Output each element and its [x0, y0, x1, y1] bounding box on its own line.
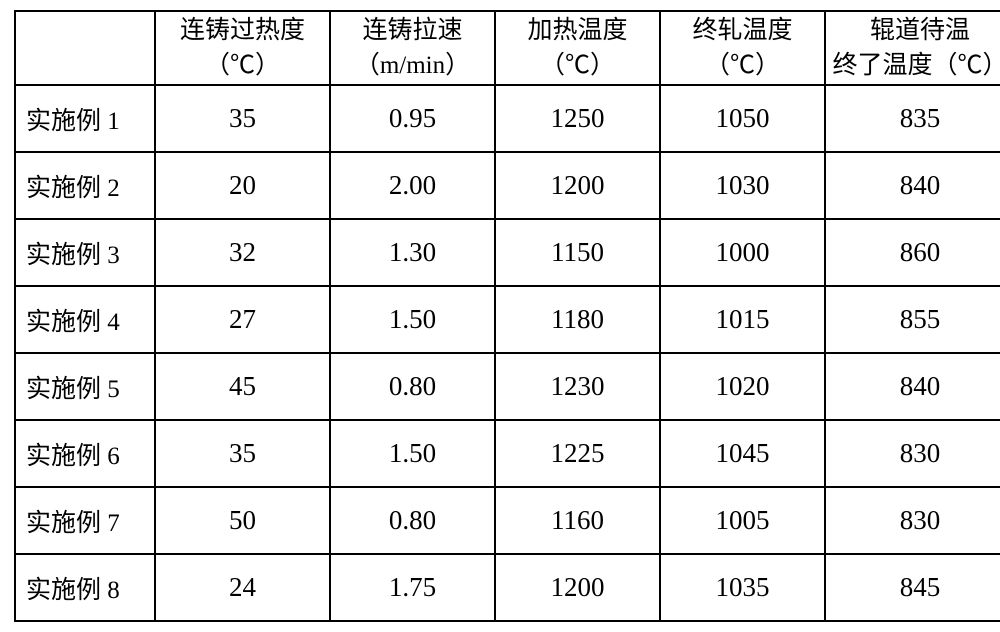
col-header-text: 终轧温度 — [662, 13, 823, 48]
table-row: 实施例 1 35 0.95 1250 1050 835 — [15, 85, 1000, 152]
cell-value: 32 — [155, 219, 330, 286]
cell-value: 1.75 — [330, 554, 495, 621]
cell-value: 1230 — [495, 353, 660, 420]
col-header-text: 辊道待温 — [827, 13, 1000, 48]
cell-value: 1180 — [495, 286, 660, 353]
cell-value: 24 — [155, 554, 330, 621]
cell-value: 1.50 — [330, 286, 495, 353]
table-row: 实施例 5 45 0.80 1230 1020 840 — [15, 353, 1000, 420]
cell-value: 27 — [155, 286, 330, 353]
table-container: 连铸过热度 （℃） 连铸拉速 （m/min） 加热温度 （℃） 终轧温度 （℃）… — [0, 0, 1000, 632]
cell-value: 20 — [155, 152, 330, 219]
cell-value: 1000 — [660, 219, 825, 286]
cell-value: 835 — [825, 85, 1000, 152]
col-header-finish-rolling-temp: 终轧温度 （℃） — [660, 11, 825, 85]
table-row: 实施例 8 24 1.75 1200 1035 845 — [15, 554, 1000, 621]
col-header-roller-end-temp: 辊道待温 终了温度（℃） — [825, 11, 1000, 85]
table-row: 实施例 6 35 1.50 1225 1045 830 — [15, 420, 1000, 487]
cell-value: 1200 — [495, 152, 660, 219]
cell-value: 1035 — [660, 554, 825, 621]
cell-value: 1050 — [660, 85, 825, 152]
col-header-heating-temp: 加热温度 （℃） — [495, 11, 660, 85]
table-row: 实施例 3 32 1.30 1150 1000 860 — [15, 219, 1000, 286]
table-row: 实施例 4 27 1.50 1180 1015 855 — [15, 286, 1000, 353]
cell-value: 1.50 — [330, 420, 495, 487]
col-header-text: （m/min） — [332, 48, 493, 83]
row-label: 实施例 4 — [15, 286, 155, 353]
cell-value: 35 — [155, 85, 330, 152]
table-row: 实施例 7 50 0.80 1160 1005 830 — [15, 487, 1000, 554]
table-row: 实施例 2 20 2.00 1200 1030 840 — [15, 152, 1000, 219]
row-label: 实施例 6 — [15, 420, 155, 487]
cell-value: 830 — [825, 487, 1000, 554]
row-label: 实施例 7 — [15, 487, 155, 554]
cell-value: 50 — [155, 487, 330, 554]
cell-value: 1160 — [495, 487, 660, 554]
cell-value: 0.80 — [330, 353, 495, 420]
col-header-text: 连铸过热度 — [157, 13, 328, 48]
cell-value: 1225 — [495, 420, 660, 487]
cell-value: 860 — [825, 219, 1000, 286]
row-label: 实施例 3 — [15, 219, 155, 286]
cell-value: 0.80 — [330, 487, 495, 554]
col-header-blank — [15, 11, 155, 85]
cell-value: 1.30 — [330, 219, 495, 286]
col-header-text: 连铸拉速 — [332, 13, 493, 48]
cell-value: 840 — [825, 353, 1000, 420]
col-header-text: （℃） — [497, 48, 658, 83]
col-header-superheat: 连铸过热度 （℃） — [155, 11, 330, 85]
cell-value: 840 — [825, 152, 1000, 219]
col-header-text: （℃） — [157, 48, 328, 83]
table-header-row: 连铸过热度 （℃） 连铸拉速 （m/min） 加热温度 （℃） 终轧温度 （℃）… — [15, 11, 1000, 85]
cell-value: 35 — [155, 420, 330, 487]
cell-value: 1030 — [660, 152, 825, 219]
cell-value: 830 — [825, 420, 1000, 487]
cell-value: 1200 — [495, 554, 660, 621]
row-label: 实施例 5 — [15, 353, 155, 420]
cell-value: 845 — [825, 554, 1000, 621]
row-label: 实施例 2 — [15, 152, 155, 219]
cell-value: 1020 — [660, 353, 825, 420]
cell-value: 855 — [825, 286, 1000, 353]
process-parameters-table: 连铸过热度 （℃） 连铸拉速 （m/min） 加热温度 （℃） 终轧温度 （℃）… — [14, 10, 1000, 622]
cell-value: 1045 — [660, 420, 825, 487]
cell-value: 45 — [155, 353, 330, 420]
cell-value: 0.95 — [330, 85, 495, 152]
col-header-text: 加热温度 — [497, 13, 658, 48]
cell-value: 2.00 — [330, 152, 495, 219]
cell-value: 1250 — [495, 85, 660, 152]
row-label: 实施例 8 — [15, 554, 155, 621]
table-body: 实施例 1 35 0.95 1250 1050 835 实施例 2 20 2.0… — [15, 85, 1000, 621]
col-header-text: （℃） — [662, 48, 823, 83]
cell-value: 1005 — [660, 487, 825, 554]
cell-value: 1015 — [660, 286, 825, 353]
cell-value: 1150 — [495, 219, 660, 286]
col-header-casting-speed: 连铸拉速 （m/min） — [330, 11, 495, 85]
row-label: 实施例 1 — [15, 85, 155, 152]
col-header-text: 终了温度（℃） — [827, 48, 1000, 83]
